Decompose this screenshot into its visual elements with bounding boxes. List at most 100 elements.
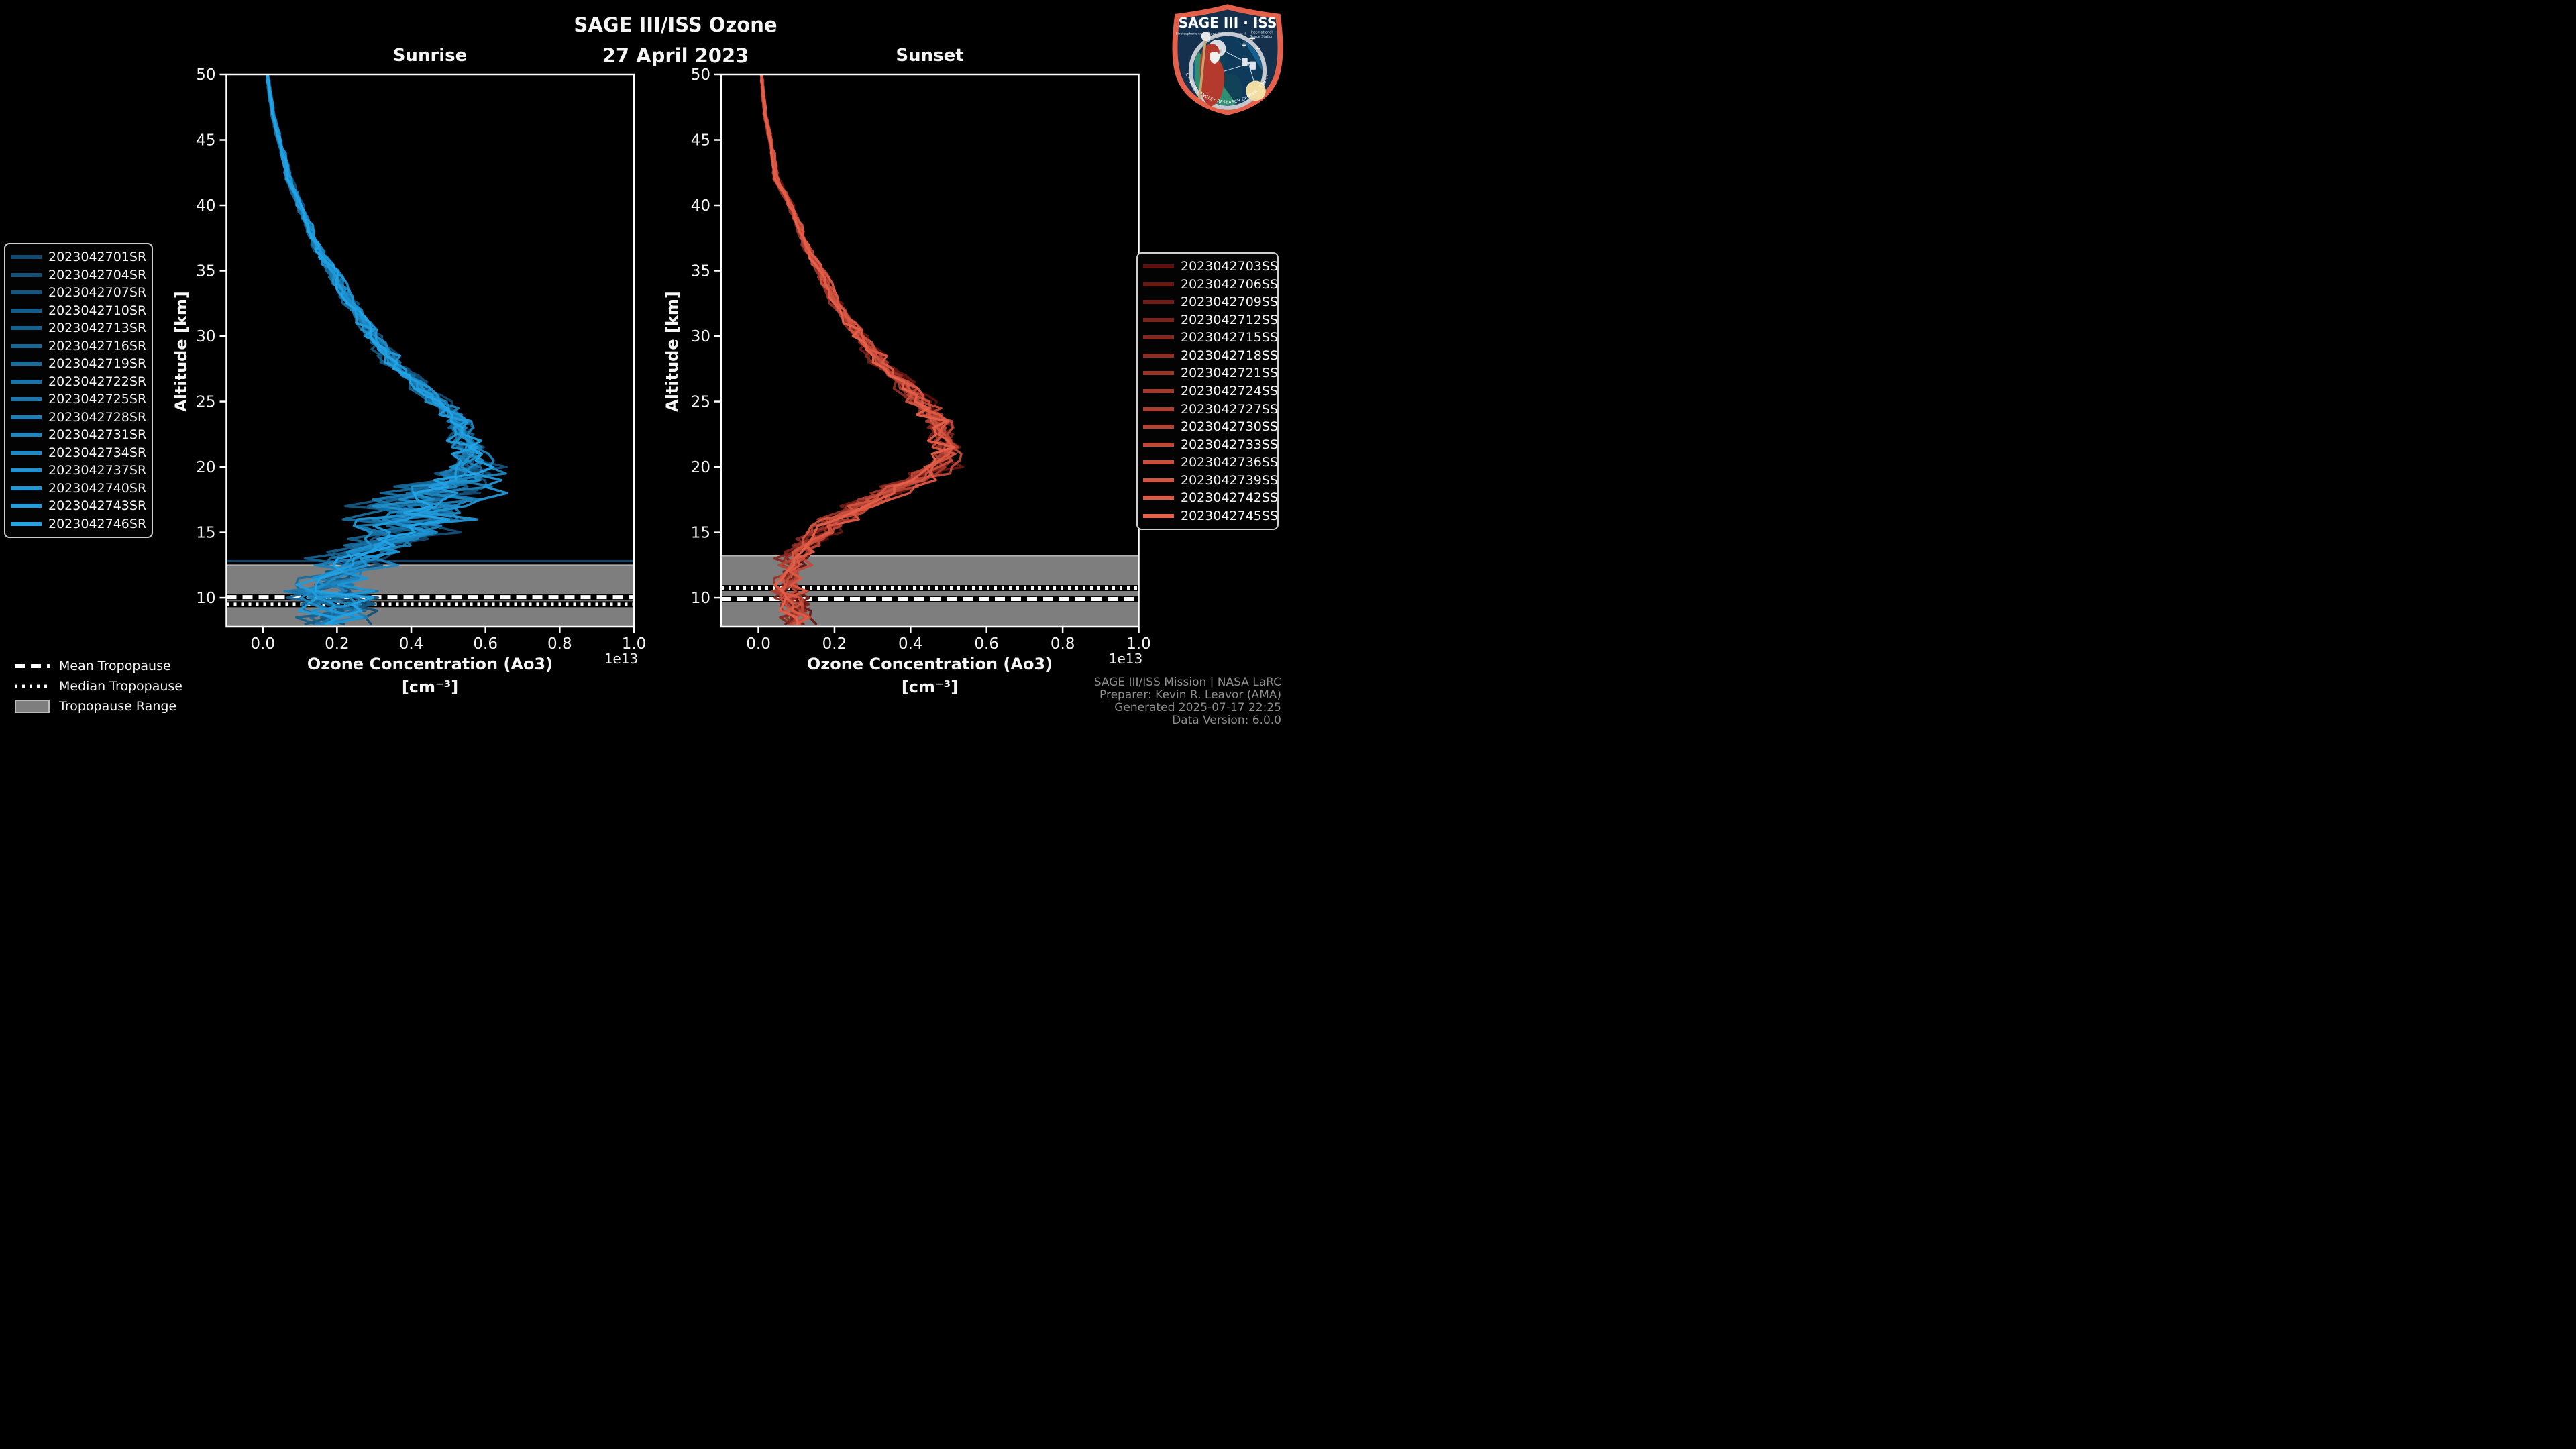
x-tick-label: 0.4 xyxy=(399,635,424,653)
y-tick-label: 20 xyxy=(196,459,215,476)
legend-item: 2023042701SR xyxy=(11,248,146,266)
legend-item: 2023042713SR xyxy=(11,319,146,337)
legend-item-mean-tropopause: Mean Tropopause xyxy=(15,656,182,676)
y-axis-label-right: Altitude [km] xyxy=(663,291,682,412)
date-title: 27 April 2023 xyxy=(602,44,749,67)
legend-label: 2023042746SR xyxy=(48,516,147,531)
legend-label: 2023042704SR xyxy=(48,267,147,282)
mean-tropopause-swatch xyxy=(15,663,50,669)
x-tick-label: 0.2 xyxy=(325,635,350,653)
plot-frame xyxy=(720,73,1140,628)
legend-item: 2023042742SS xyxy=(1143,489,1278,506)
y-tick-label: 35 xyxy=(196,263,215,280)
legend-line-swatch xyxy=(1143,300,1174,305)
legend-label: 2023042703SS xyxy=(1181,259,1279,274)
legend-label: 2023042716SR xyxy=(48,338,147,354)
y-tick-label: 35 xyxy=(691,263,710,280)
x-tick-label: 0.4 xyxy=(898,635,923,653)
x-axis-label-right-line2: [cm⁻³] xyxy=(901,678,959,696)
tropopause-range-label: Tropopause Range xyxy=(59,699,177,714)
logo-stars xyxy=(1241,36,1260,51)
legend-sunset: 2023042703SS 2023042706SS 2023042709SS 2023… xyxy=(1136,252,1279,530)
legend-line-swatch xyxy=(1143,371,1174,376)
ozone-profile-curve xyxy=(760,74,965,625)
legend-line-swatch xyxy=(11,521,42,526)
legend-line-swatch xyxy=(11,379,42,384)
legend-item: 2023042743SR xyxy=(11,497,146,515)
legend-label: 2023042731SR xyxy=(48,427,147,443)
legend-line-swatch xyxy=(1143,353,1174,358)
legend-label: 2023042721SS xyxy=(1181,366,1279,381)
legend-label: 2023042742SS xyxy=(1181,490,1279,506)
y-tick-label: 40 xyxy=(196,197,215,215)
legend-label: 2023042739SS xyxy=(1181,472,1279,488)
panel-title-sunrise: Sunrise xyxy=(392,46,468,66)
legend-item: 2023042703SS xyxy=(1143,258,1278,275)
credits-data-version: Data Version: 6.0.0 xyxy=(1172,714,1281,725)
legend-line-swatch xyxy=(1143,317,1174,322)
y-tick-label: 45 xyxy=(691,132,710,150)
y-tick-label: 15 xyxy=(196,525,215,542)
logo-sun xyxy=(1246,80,1266,101)
legend-item: 2023042745SS xyxy=(1143,507,1278,525)
legend-label: 2023042709SS xyxy=(1181,294,1279,310)
plot-frame xyxy=(225,73,635,628)
x-scale-offset-right: 1e13 xyxy=(1108,651,1143,667)
logo-subtitle-right2: Space Station xyxy=(1250,35,1273,39)
logo-moon-crater xyxy=(1218,49,1223,53)
x-axis-label-left-line2: [cm⁻³] xyxy=(401,678,459,696)
tropopause-range-swatch xyxy=(15,700,50,713)
ozone-profile-curve xyxy=(760,74,955,625)
page-title: SAGE III/ISS Ozone xyxy=(574,13,777,36)
median-tropopause-swatch xyxy=(15,683,50,690)
y-tick-label: 20 xyxy=(691,459,710,476)
legend-item: 2023042731SR xyxy=(11,426,146,443)
x-tick-label: 0.0 xyxy=(746,635,771,653)
ozone-profile-curve xyxy=(760,74,957,625)
y-tick-label: 50 xyxy=(691,66,710,84)
ozone-profile-curve xyxy=(759,74,956,625)
legend-line-swatch xyxy=(1143,282,1174,286)
ozone-profile-curve xyxy=(759,74,953,625)
legend-item: 2023042736SS xyxy=(1143,453,1278,471)
y-tick-label: 45 xyxy=(196,132,215,150)
legend-label: 2023042734SR xyxy=(48,445,147,460)
legend-line-swatch xyxy=(1143,335,1174,340)
credits: SAGE III/ISS Mission | NASA LaRC Prepare… xyxy=(1093,676,1281,725)
legend-label: 2023042719SR xyxy=(48,356,147,372)
credits-preparer: Preparer: Kevin R. Leavor (AMA) xyxy=(1099,688,1281,702)
legend-line-swatch xyxy=(11,255,42,260)
legend-line-swatch xyxy=(11,468,42,473)
panel-sunset: 0.0 0.2 0.4 0.6 0.8 1.0 50 45 40 35 30 25 20 15 10 xyxy=(691,66,1151,653)
ozone-profile-curve xyxy=(759,74,953,625)
ozone-profile-curve xyxy=(760,74,947,625)
legend-label: 2023042727SS xyxy=(1181,401,1279,417)
logo-subtitle-left: Stratospheric Aerosol and Gas Experiment… xyxy=(1176,32,1247,36)
credits-mission: SAGE III/ISS Mission | NASA LaRC xyxy=(1093,676,1281,689)
y-tick-label: 40 xyxy=(691,197,710,215)
legend-line-swatch xyxy=(1143,407,1174,411)
legend-line-swatch xyxy=(11,486,42,490)
y-tick-label: 25 xyxy=(196,394,215,411)
legend-label: 2023042706SS xyxy=(1181,276,1279,292)
ozone-dashboard: 0.0 0.2 0.4 0.6 0.8 1.0 50 45 40 35 30 25 20 15 10 0.0 0… xyxy=(0,0,1288,724)
legend-item-median-tropopause: Median Tropopause xyxy=(15,676,182,696)
legend-line-swatch xyxy=(11,415,42,419)
panel-sunrise: 0.0 0.2 0.4 0.6 0.8 1.0 50 45 40 35 30 25 20 15 10 xyxy=(196,66,646,653)
tropopause-legend: Mean Tropopause Median Tropopause Tropop… xyxy=(15,656,182,716)
y-tick-label: 10 xyxy=(691,590,710,607)
legend-line-swatch xyxy=(1143,460,1174,465)
legend-line-swatch xyxy=(11,290,42,295)
legend-label: 2023042743SR xyxy=(48,498,147,514)
legend-line-swatch xyxy=(1143,425,1174,429)
legend-line-swatch xyxy=(11,362,42,366)
x-tick-label: 0.8 xyxy=(1051,635,1075,653)
ozone-profile-curve xyxy=(761,74,951,625)
legend-label: 2023042740SR xyxy=(48,480,147,496)
x-axis-label-left-line1: Ozone Concentration (Ao3) xyxy=(307,655,553,674)
legend-item: 2023042725SR xyxy=(11,390,146,408)
legend-item: 2023042721SS xyxy=(1143,364,1278,382)
legend-line-swatch xyxy=(1143,478,1174,482)
legend-line-swatch xyxy=(11,326,42,331)
legend-line-swatch xyxy=(11,272,42,277)
